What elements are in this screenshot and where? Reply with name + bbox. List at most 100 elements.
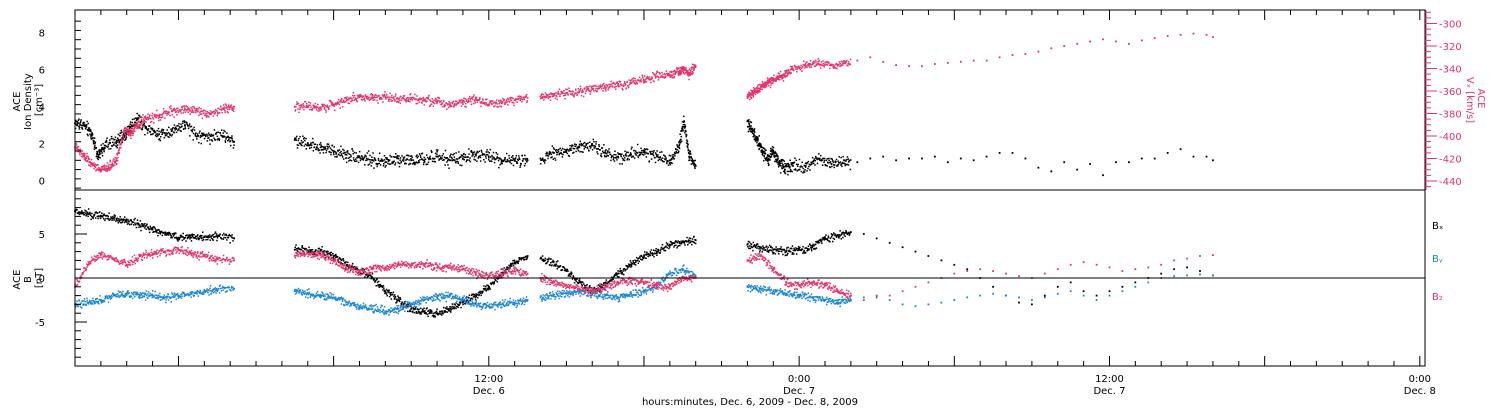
top-panel-series-0-sample bbox=[784, 172, 787, 175]
top-panel-series-0-sample bbox=[755, 136, 758, 138]
top-panel-series-0-sample bbox=[102, 143, 104, 145]
bottom-panel-series-0-point-70 bbox=[1069, 281, 1072, 284]
top-panel-series-1-sample bbox=[94, 163, 96, 165]
top-panel-series-0-sample bbox=[658, 158, 661, 160]
bottom-panel-series-0-sample bbox=[489, 282, 492, 284]
top-panel-series-1-sample bbox=[502, 101, 504, 103]
top-panel-series-0-sample bbox=[848, 159, 851, 162]
top-panel-series-1-sample bbox=[458, 101, 461, 103]
top-panel-series-0-sample bbox=[838, 162, 840, 164]
top-panel-series-0-sample bbox=[164, 135, 167, 137]
top-panel-series-0-sample bbox=[492, 151, 495, 154]
top-panel-series-0-sample bbox=[347, 152, 349, 154]
top-panel-series-0-sample bbox=[389, 154, 391, 157]
top-panel-series-0-sample bbox=[117, 137, 119, 139]
bottom-panel-series-0-sample bbox=[323, 252, 325, 254]
top-panel-series-0-sample bbox=[561, 153, 563, 155]
top-panel-series-0-sample bbox=[119, 134, 121, 137]
bottom-panel-series-0-sample bbox=[508, 267, 510, 269]
top-panel-series-1-sample bbox=[676, 70, 678, 73]
top-panel-series-0-sample bbox=[802, 172, 804, 174]
top-panel-series-0-sample bbox=[147, 128, 150, 130]
top-panel-series-0-sample bbox=[572, 152, 574, 154]
bottom-panel-series-0-sample bbox=[93, 215, 95, 217]
top-panel-series-0-sample bbox=[486, 149, 488, 151]
top-panel-series-1-sample bbox=[673, 69, 675, 72]
top-panel-series-0-sample bbox=[382, 159, 384, 161]
top-panel-series-0-sample bbox=[400, 161, 402, 164]
top-panel-series-0-sample bbox=[492, 156, 494, 158]
top-panel-series-0-sample bbox=[496, 153, 499, 156]
bottom-panel-series-0-sample bbox=[435, 310, 438, 313]
top-panel-series-1-sample bbox=[162, 116, 164, 118]
top-panel-series-1-sample bbox=[115, 158, 118, 160]
bottom-panel-series-0-sample bbox=[156, 229, 159, 232]
top-panel-series-0-sample bbox=[759, 145, 761, 147]
top-panel-series-1-sample bbox=[450, 105, 453, 107]
top-panel-series-0-sample bbox=[842, 162, 844, 165]
top-panel-series-0-sample bbox=[157, 127, 160, 130]
top-panel-series-0-sample bbox=[676, 146, 679, 148]
top-panel-series-1-sample bbox=[208, 112, 211, 114]
top-panel-series-0-sample bbox=[570, 147, 572, 149]
top-panel-series-0-point-36 bbox=[539, 157, 542, 160]
top-panel-series-1-sample bbox=[805, 62, 807, 65]
top-panel-series-0-sample bbox=[634, 153, 637, 155]
bottom-panel-series-0-sample bbox=[89, 214, 92, 216]
top-panel-series-0-sample bbox=[776, 159, 779, 161]
top-panel-series-0-sample bbox=[553, 148, 556, 150]
top-panel-series-0-sample bbox=[518, 157, 520, 159]
top-panel-series-0-sample bbox=[586, 147, 589, 149]
top-panel-series-1-sample bbox=[170, 107, 172, 110]
bottom-panel-series-0-sample bbox=[559, 265, 562, 267]
top-panel-series-0-sample bbox=[653, 149, 655, 152]
top-panel-series-1-sample bbox=[520, 96, 523, 99]
top-panel-series-1-sample bbox=[512, 97, 514, 99]
bottom-panel-series-0-sample bbox=[471, 298, 474, 300]
top-panel-series-0-sample bbox=[454, 161, 457, 163]
top-panel-series-1-sample bbox=[682, 68, 684, 70]
bottom-panel-series-0-sample bbox=[369, 274, 372, 276]
top-panel-series-0-point-64 bbox=[856, 161, 859, 164]
top-panel-series-0-sample bbox=[300, 140, 303, 142]
top-panel-series-0-sample bbox=[312, 137, 314, 140]
bottom-panel-series-0-sample bbox=[83, 214, 85, 216]
top-panel-series-1-sample bbox=[343, 101, 345, 104]
bottom-panel-series-0-sample bbox=[575, 278, 577, 280]
top-panel-series-1-sample bbox=[138, 125, 141, 127]
top-panel-series-0-sample bbox=[563, 148, 566, 151]
top-panel-series-0-sample bbox=[483, 153, 486, 156]
top-panel-series-0-sample bbox=[801, 161, 803, 164]
top-panel-series-1-sample bbox=[331, 104, 333, 107]
bottom-panel-series-0-sample bbox=[191, 235, 194, 237]
top-panel-series-0-sample bbox=[337, 149, 339, 152]
top-panel-series-0-point-4 bbox=[103, 144, 106, 147]
bottom-panel-series-0-sample bbox=[596, 289, 598, 292]
bottom-panel-series-0-sample bbox=[555, 263, 558, 265]
top-panel-series-0-point-35 bbox=[526, 159, 529, 162]
top-panel-series-0-sample bbox=[813, 158, 816, 160]
top-panel-series-0-sample bbox=[161, 128, 163, 131]
bottom-panel-series-0-sample bbox=[511, 262, 514, 265]
top-panel-series-1-sample bbox=[825, 63, 828, 65]
top-panel-series-0-sample bbox=[804, 169, 806, 171]
top-panel-series-0-sample bbox=[206, 135, 209, 137]
top-panel-series-1-point-65 bbox=[869, 56, 872, 59]
top-panel-series-1-sample bbox=[768, 77, 771, 80]
top-panel-series-1-sample bbox=[169, 114, 171, 117]
top-panel-series-1-sample bbox=[755, 86, 758, 89]
top-panel-series-0-sample bbox=[325, 151, 327, 154]
bottom-panel-series-0-sample bbox=[158, 229, 160, 231]
top-panel-series-1-sample bbox=[233, 108, 235, 110]
top-panel-series-0-sample bbox=[497, 157, 499, 159]
top-panel-series-0-sample bbox=[580, 144, 582, 146]
bottom-panel-series-0-sample bbox=[185, 240, 187, 242]
top-panel-series-1-sample bbox=[832, 67, 835, 69]
top-panel-series-0-sample bbox=[172, 127, 174, 129]
top-panel-series-0-sample bbox=[489, 160, 491, 162]
top-panel-series-1-sample bbox=[623, 84, 625, 87]
top-panel-series-1-sample bbox=[447, 103, 449, 105]
top-panel-series-0-sample bbox=[826, 165, 828, 167]
top-panel-series-0-sample bbox=[605, 149, 607, 151]
top-panel-series-0-sample bbox=[134, 121, 136, 123]
